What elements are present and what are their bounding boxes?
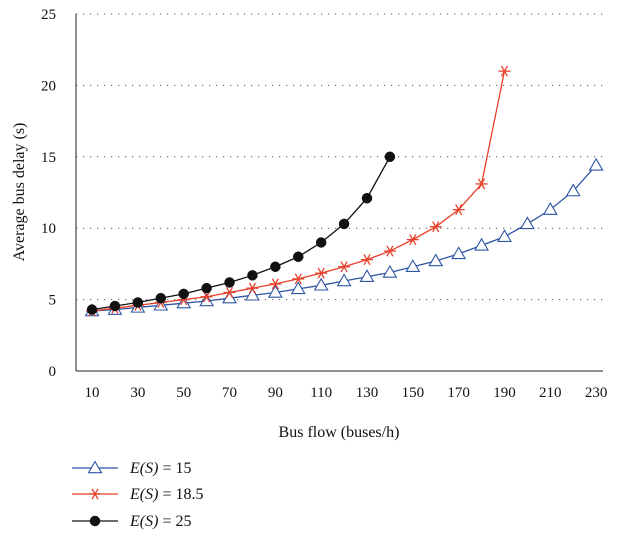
data-point: [223, 286, 236, 298]
legend-label-prefix: E(S): [129, 486, 158, 503]
y-tick-label: 0: [49, 364, 57, 380]
y-axis-label: Average bus delay (s): [11, 123, 28, 262]
gridlines: [76, 13, 603, 301]
legend: E(S) = 15E(S) = 18.5E(S) = 25: [72, 460, 203, 530]
y-tick-label: 20: [41, 78, 56, 94]
legend-entry: E(S) = 25: [72, 513, 191, 530]
data-point: [200, 291, 213, 303]
data-point: [406, 234, 419, 246]
series-1: [84, 157, 604, 317]
legend-label-value: = 18.5: [158, 486, 203, 503]
y-tick-label: 10: [41, 221, 56, 237]
data-point: [313, 277, 329, 291]
data-point: [244, 287, 260, 301]
series-layer: [84, 65, 604, 317]
series-line: [91, 70, 506, 312]
x-tick-labels: 10 30 50 70 90 110 130 150 170 190 210 230: [85, 385, 608, 401]
data-point: [429, 221, 442, 233]
data-point: [315, 267, 328, 279]
data-point: [246, 282, 259, 294]
legend-label-prefix: E(S): [129, 513, 158, 530]
data-point: [405, 259, 421, 272]
legend-entry: E(S) = 18.5: [72, 486, 203, 503]
data-point: [247, 270, 258, 281]
data-point: [224, 277, 235, 288]
data-point: [109, 300, 121, 312]
series-3: [86, 151, 396, 315]
y-tick-label: 15: [41, 150, 56, 166]
x-tick-label: 110: [310, 385, 332, 401]
legend-label: E(S) = 15: [129, 460, 191, 477]
legend-entry: E(S) = 15: [72, 460, 191, 477]
legend-label-value: = 25: [158, 513, 191, 530]
data-point: [565, 183, 581, 197]
data-point: [290, 281, 306, 295]
legend-label: E(S) = 18.5: [129, 486, 203, 503]
x-axis-label: Bus flow (buses/h): [279, 424, 400, 441]
legend-label: E(S) = 25: [129, 513, 191, 530]
x-tick-label: 50: [176, 385, 191, 401]
data-point: [451, 246, 467, 260]
series-2: [86, 65, 511, 317]
legend-label-value: = 15: [158, 460, 191, 477]
data-point: [269, 278, 282, 290]
data-point: [382, 264, 398, 278]
series-line: [91, 156, 391, 311]
data-point: [338, 218, 350, 230]
data-point: [475, 178, 488, 190]
data-point: [360, 254, 373, 266]
data-point: [452, 204, 465, 216]
x-tick-label: 150: [402, 385, 425, 401]
data-point: [542, 202, 558, 215]
data-point: [588, 157, 604, 171]
data-point: [86, 304, 98, 315]
data-point: [132, 297, 144, 308]
legend-label-prefix: E(S): [129, 460, 158, 477]
x-tick-label: 210: [539, 385, 562, 401]
data-point: [199, 293, 215, 307]
data-point: [498, 65, 511, 77]
data-point: [176, 295, 192, 309]
data-point: [267, 284, 283, 298]
data-point: [384, 151, 396, 163]
data-point: [315, 237, 327, 248]
legend-marker: [89, 488, 101, 500]
y-tick-labels: 0 5 10 15 20 25: [41, 7, 56, 380]
x-tick-label: 170: [447, 385, 470, 401]
data-point: [361, 192, 373, 204]
data-point: [497, 229, 512, 242]
legend-marker: [87, 460, 103, 474]
series-line: [91, 164, 597, 312]
x-tick-label: 70: [222, 385, 237, 401]
data-point: [293, 251, 304, 263]
y-tick-label: 25: [41, 7, 56, 23]
data-point: [292, 273, 305, 285]
data-point: [178, 288, 189, 300]
data-point: [474, 237, 490, 251]
x-tick-label: 30: [130, 385, 145, 401]
data-point: [201, 282, 212, 294]
data-point: [383, 245, 396, 257]
data-point: [336, 273, 352, 287]
data-point: [428, 253, 444, 267]
x-tick-label: 230: [585, 385, 608, 401]
data-point: [519, 216, 535, 230]
legend-marker: [89, 515, 101, 527]
x-tick-label: 190: [493, 385, 516, 401]
x-tick-label: 90: [268, 385, 283, 401]
data-point: [359, 269, 375, 282]
y-tick-label: 5: [49, 293, 57, 309]
data-point: [338, 261, 351, 273]
x-tick-label: 10: [85, 385, 100, 401]
axes: [75, 14, 603, 372]
data-point: [270, 261, 281, 273]
x-tick-label: 130: [356, 385, 379, 401]
data-point: [155, 292, 167, 304]
